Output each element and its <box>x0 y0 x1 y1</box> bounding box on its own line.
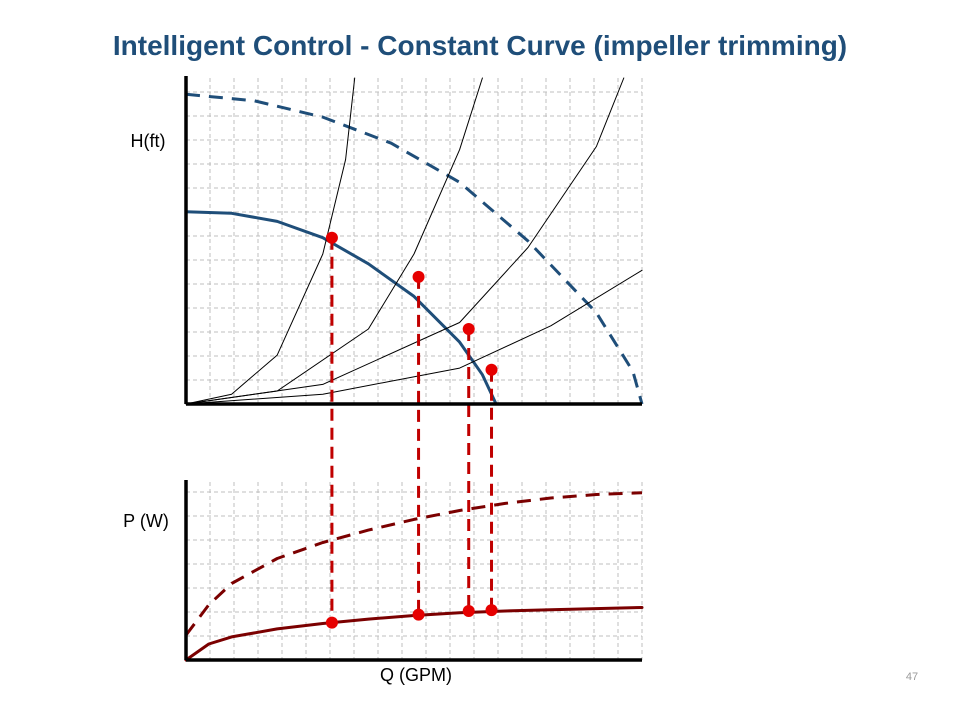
power-curve-dashed <box>184 491 643 637</box>
operating-point-drop-lines <box>330 237 494 623</box>
head-panel-grid <box>186 78 643 404</box>
operating-point-power <box>325 616 338 629</box>
operating-point-head <box>412 270 425 283</box>
y-axis-label-power: P (W) <box>123 511 169 531</box>
operating-points <box>325 231 498 629</box>
operating-point-head <box>485 363 498 376</box>
power-panel-series <box>184 491 644 662</box>
x-axis-label: Q (GPM) <box>380 665 452 685</box>
y-axis-label-head: H(ft) <box>131 131 166 151</box>
head-curve-solid <box>184 210 498 406</box>
chart-title: Intelligent Control - Constant Curve (im… <box>112 30 848 61</box>
page-number: 47 <box>906 671 918 683</box>
system-curve-4 <box>185 269 643 405</box>
operating-point-power <box>462 605 475 618</box>
operating-point-power <box>412 608 425 621</box>
system-curve-1 <box>185 77 356 405</box>
operating-point-head <box>325 231 338 244</box>
power-curve-solid <box>184 606 644 662</box>
power-panel-grid <box>186 482 643 660</box>
head-curve-dashed <box>185 92 644 405</box>
system-curve-3 <box>185 77 625 405</box>
head-panel-series <box>184 77 644 406</box>
operating-point-head <box>462 323 475 336</box>
axes <box>184 76 642 662</box>
operating-point-power <box>485 604 498 617</box>
